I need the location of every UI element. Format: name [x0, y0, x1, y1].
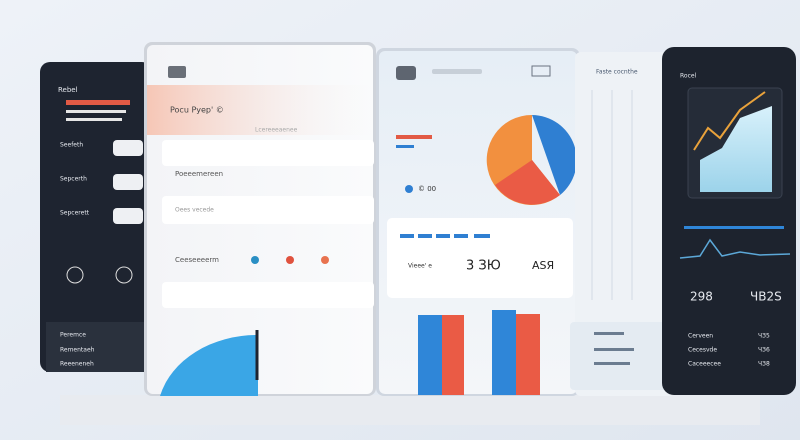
center-panel: © 00 Vieee' e 3 ЗЮ ASЯ — [376, 48, 580, 396]
phone-row-value: ЧЗ5 — [758, 333, 770, 340]
left-panel: Pocu Pyep' © Poeeemereen Oees vecede Cee… — [144, 42, 376, 396]
pie-caption: © 00 — [418, 185, 436, 193]
phone-row-value: ЧЗ6 — [758, 347, 770, 354]
phone-footer: Rementaeh — [60, 347, 95, 354]
right-phone: Rocel 298 ЧB2S Cerveen Cecesvde Caceeece… — [662, 47, 796, 395]
stat-value: 3 ЗЮ — [466, 259, 501, 274]
phone-title: Rocel — [680, 73, 697, 80]
phone-item: Seefeth — [60, 142, 83, 149]
panel-title: Faste cocnthe — [596, 69, 638, 76]
phone-row: Caceeecee — [688, 361, 721, 368]
phone-row-value: ЧЗ8 — [758, 361, 770, 368]
left-phone: Rebel Seefeth Sepcerth Sepcerett Peremce… — [40, 62, 152, 372]
panel-row: Lcereeeaenee — [255, 127, 298, 134]
panel-row: Poeeemereen — [175, 170, 223, 178]
phone-item: Sepcerett — [60, 210, 90, 217]
panel-row: Ceeseeeerm — [175, 256, 219, 264]
phone-footer: Reeeneneh — [60, 361, 94, 368]
stat-label: Vieee' e — [408, 263, 432, 270]
panel-row: Oees vecede — [175, 207, 214, 214]
right-panel: Faste cocnthe — [570, 52, 675, 396]
phone-item: Sepcerth — [60, 176, 87, 183]
phone-footer: Peremce — [60, 332, 86, 339]
phone-title: Rebel — [58, 86, 78, 94]
base — [60, 395, 760, 425]
phone-stat: 298 — [690, 290, 713, 304]
phone-stat: ЧB2S — [750, 290, 782, 304]
phone-row: Cerveen — [688, 333, 713, 340]
panel-heading: Pocu Pyep' © — [170, 106, 224, 115]
phone-row: Cecesvde — [688, 347, 717, 354]
stat-value: ASЯ — [532, 259, 554, 272]
